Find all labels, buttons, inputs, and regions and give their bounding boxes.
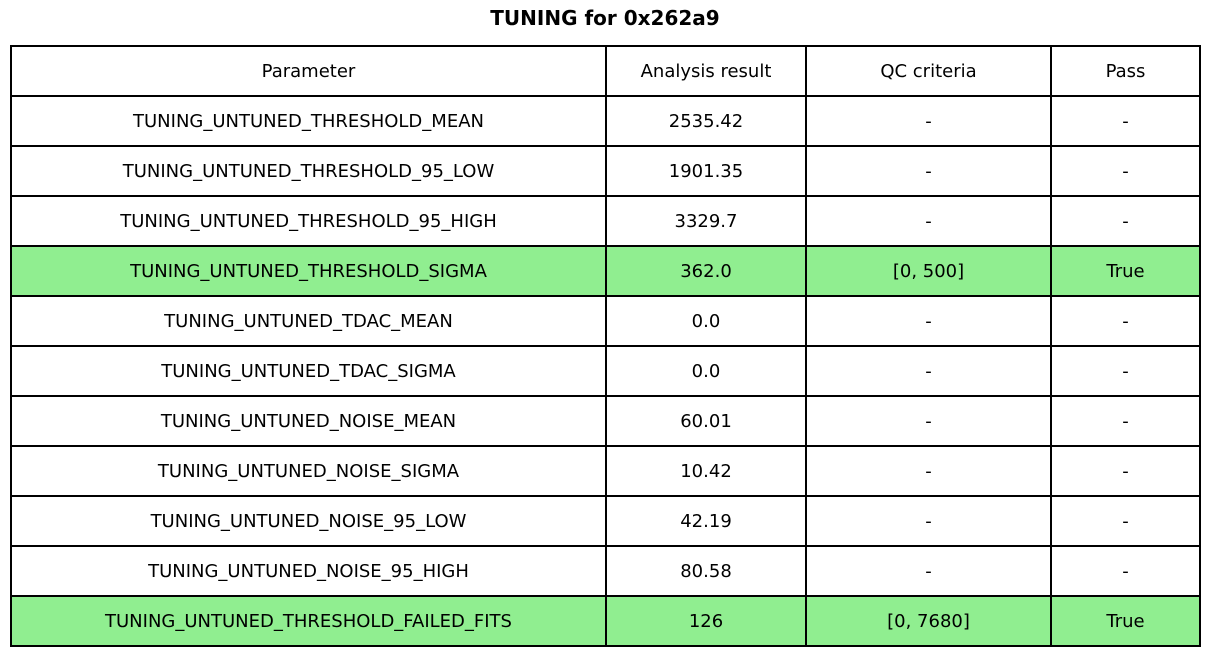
cell-parameter: TUNING_UNTUNED_NOISE_SIGMA [10, 445, 607, 497]
cell-pass: - [1050, 95, 1201, 147]
cell-pass: - [1050, 545, 1201, 597]
cell-pass: - [1050, 445, 1201, 497]
cell-parameter: TUNING_UNTUNED_TDAC_SIGMA [10, 345, 607, 397]
cell-pass: - [1050, 345, 1201, 397]
cell-qc: - [805, 295, 1052, 347]
cell-result: 3329.7 [605, 195, 807, 247]
column-header-parameter: Parameter [10, 45, 607, 97]
column-header-result: Analysis result [605, 45, 807, 97]
cell-parameter: TUNING_UNTUNED_THRESHOLD_95_HIGH [10, 195, 607, 247]
cell-result: 362.0 [605, 245, 807, 297]
cell-parameter: TUNING_UNTUNED_THRESHOLD_FAILED_FITS [10, 595, 607, 647]
table-header-row: Parameter Analysis result QC criteria Pass [10, 45, 1201, 97]
cell-qc: - [805, 395, 1052, 447]
cell-pass: True [1050, 595, 1201, 647]
table-row: TUNING_UNTUNED_NOISE_95_HIGH 80.58- - [10, 545, 1201, 597]
cell-result: 0.0 [605, 345, 807, 397]
cell-qc: - [805, 95, 1052, 147]
cell-qc: - [805, 345, 1052, 397]
table-row: TUNING_UNTUNED_TDAC_SIGMA 0.0- - [10, 345, 1201, 397]
cell-parameter: TUNING_UNTUNED_NOISE_MEAN [10, 395, 607, 447]
cell-qc: - [805, 145, 1052, 197]
table-row: TUNING_UNTUNED_THRESHOLD_FAILED_FITS 126[… [10, 595, 1201, 647]
cell-result: 0.0 [605, 295, 807, 347]
cell-pass: - [1050, 295, 1201, 347]
cell-parameter: TUNING_UNTUNED_NOISE_95_HIGH [10, 545, 607, 597]
cell-result: 80.58 [605, 545, 807, 597]
cell-result: 1901.35 [605, 145, 807, 197]
cell-result: 60.01 [605, 395, 807, 447]
cell-qc: [0, 7680] [805, 595, 1052, 647]
cell-result: 126 [605, 595, 807, 647]
cell-pass: - [1050, 495, 1201, 547]
cell-pass: - [1050, 195, 1201, 247]
table-body: TUNING_UNTUNED_THRESHOLD_MEAN 2535.42- - TU… [10, 95, 1201, 647]
table-row: TUNING_UNTUNED_NOISE_MEAN 60.01- - [10, 395, 1201, 447]
cell-pass: True [1050, 245, 1201, 297]
table-row: TUNING_UNTUNED_THRESHOLD_SIGMA 362.0 [0, 5… [10, 245, 1201, 297]
cell-parameter: TUNING_UNTUNED_THRESHOLD_SIGMA [10, 245, 607, 297]
cell-qc: - [805, 445, 1052, 497]
cell-qc: - [805, 495, 1052, 547]
cell-pass: - [1050, 145, 1201, 197]
table-row: TUNING_UNTUNED_THRESHOLD_95_HIGH 3329.7- - [10, 195, 1201, 247]
cell-result: 10.42 [605, 445, 807, 497]
cell-parameter: TUNING_UNTUNED_THRESHOLD_MEAN [10, 95, 607, 147]
cell-result: 2535.42 [605, 95, 807, 147]
table-row: TUNING_UNTUNED_THRESHOLD_95_LOW 1901.35- - [10, 145, 1201, 197]
column-header-pass: Pass [1050, 45, 1201, 97]
cell-qc: - [805, 195, 1052, 247]
table-row: TUNING_UNTUNED_NOISE_95_LOW 42.19- - [10, 495, 1201, 547]
column-header-qc: QC criteria [805, 45, 1052, 97]
cell-pass: - [1050, 395, 1201, 447]
qc-results-table: Parameter Analysis result QC criteria Pass … [10, 45, 1201, 647]
cell-parameter: TUNING_UNTUNED_THRESHOLD_95_LOW [10, 145, 607, 197]
table-row: TUNING_UNTUNED_NOISE_SIGMA 10.42- - [10, 445, 1201, 497]
cell-parameter: TUNING_UNTUNED_TDAC_MEAN [10, 295, 607, 347]
page-title: TUNING for 0x262a9 [490, 6, 720, 30]
table-row: TUNING_UNTUNED_TDAC_MEAN 0.0- - [10, 295, 1201, 347]
cell-result: 42.19 [605, 495, 807, 547]
table-row: TUNING_UNTUNED_THRESHOLD_MEAN 2535.42- - [10, 95, 1201, 147]
cell-qc: [0, 500] [805, 245, 1052, 297]
cell-parameter: TUNING_UNTUNED_NOISE_95_LOW [10, 495, 607, 547]
cell-qc: - [805, 545, 1052, 597]
